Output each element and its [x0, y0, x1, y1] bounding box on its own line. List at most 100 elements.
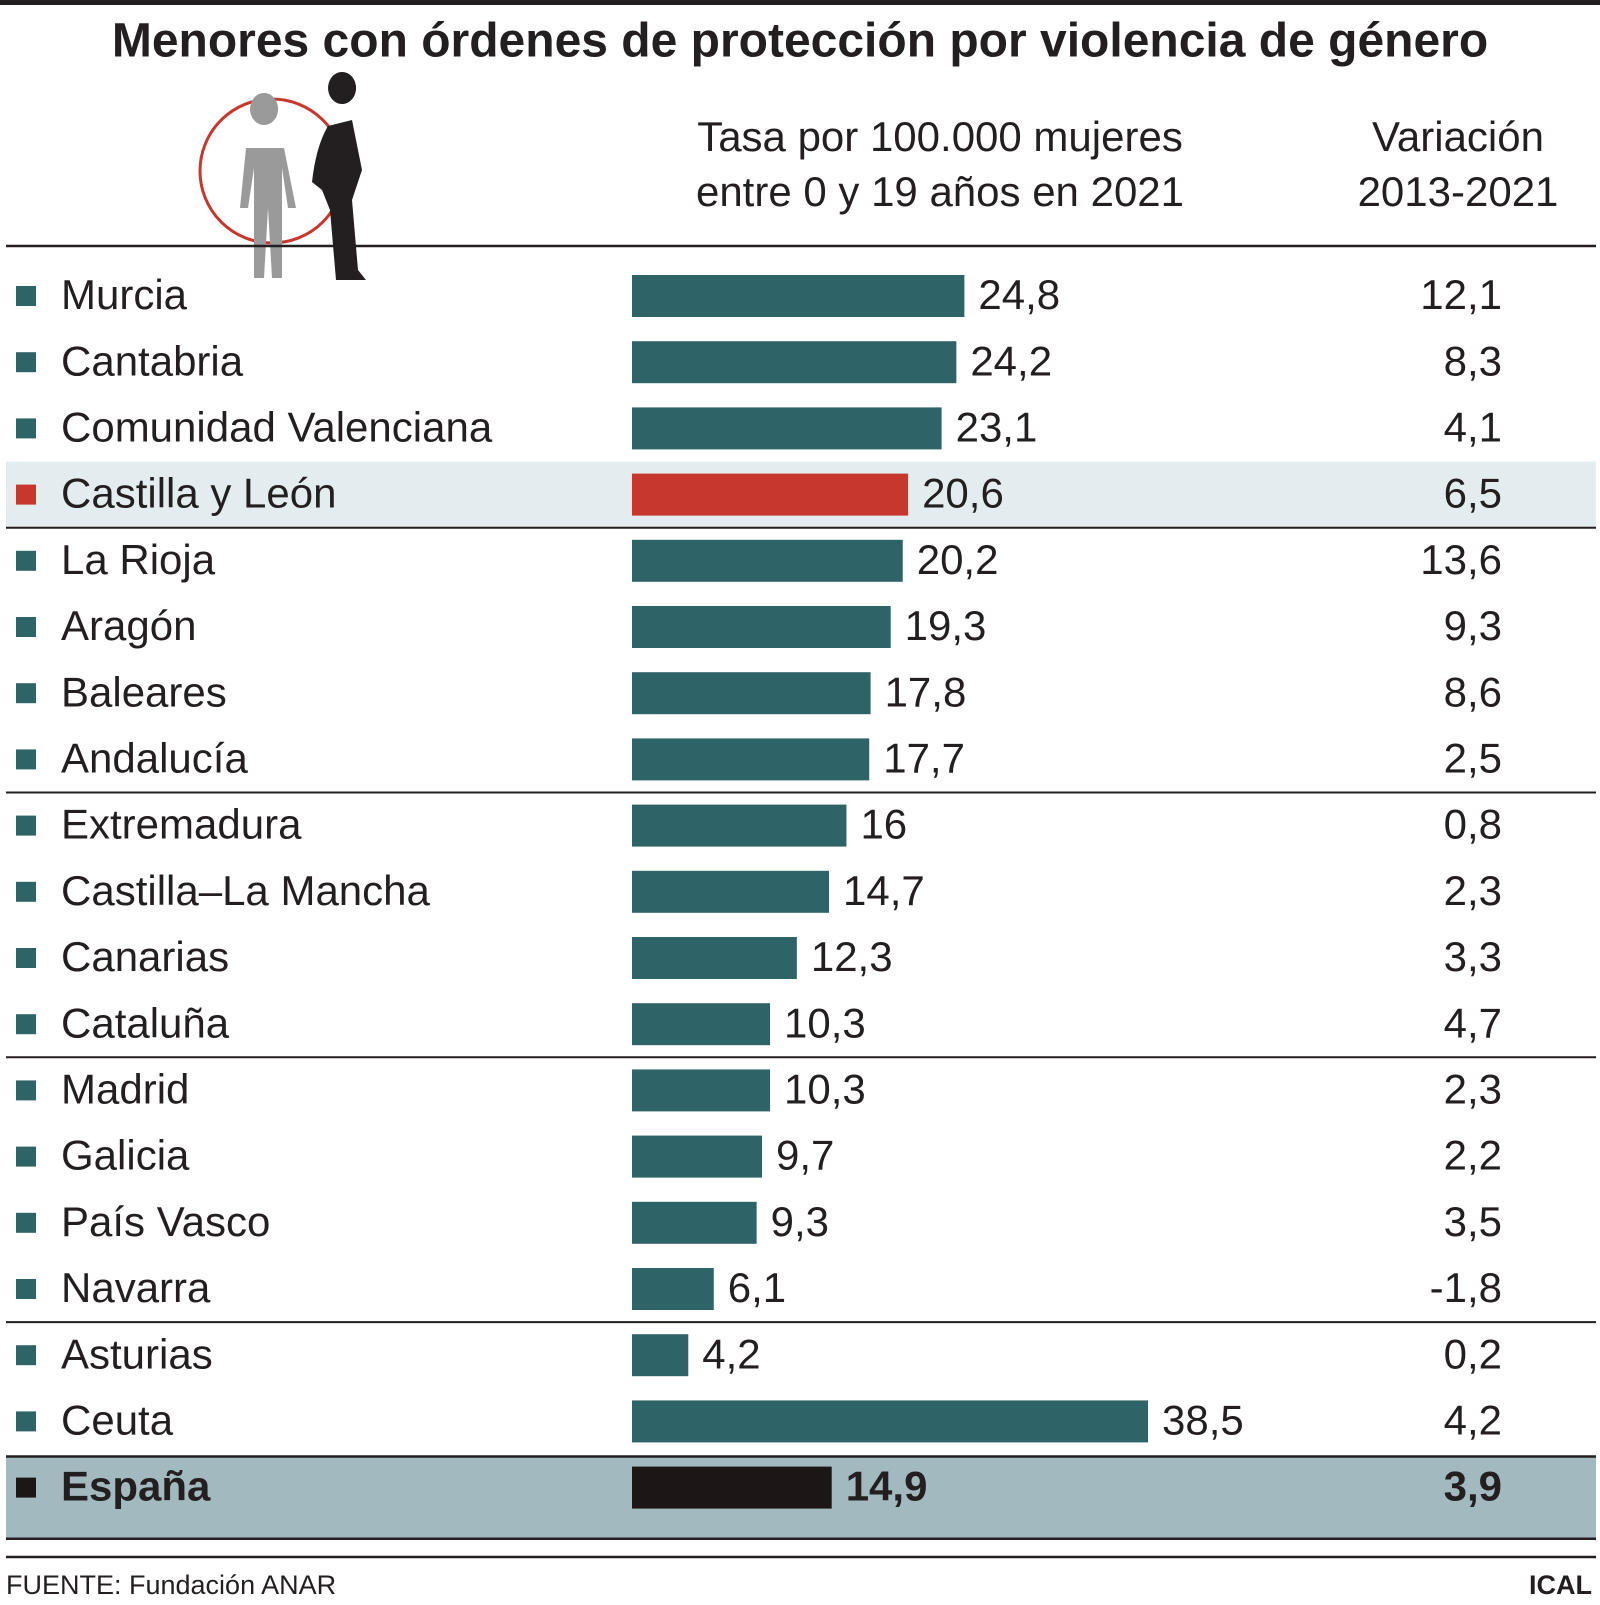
category-label: España [61, 1463, 211, 1510]
bar [632, 275, 965, 317]
credit: ICAL [1529, 1570, 1592, 1600]
variation-value: 6,5 [1444, 470, 1502, 517]
variation-value: 2,3 [1444, 1065, 1502, 1112]
value-label: 12,3 [811, 933, 893, 980]
variation-value: 4,7 [1444, 999, 1502, 1046]
bar [632, 1334, 689, 1377]
value-label: 14,7 [843, 867, 925, 914]
category-label: La Rioja [61, 536, 216, 583]
value-label: 6,1 [728, 1264, 786, 1311]
value-label: 16 [860, 801, 907, 848]
category-label: Aragón [61, 602, 196, 649]
variation-value: 13,6 [1420, 536, 1502, 583]
bar [632, 738, 870, 781]
bar [632, 937, 797, 979]
category-label: Navarra [61, 1264, 211, 1311]
bar [632, 672, 871, 715]
variation-value: 3,9 [1444, 1463, 1502, 1510]
bar [632, 1268, 714, 1310]
value-label: 17,7 [883, 734, 965, 781]
legend-square [16, 1080, 36, 1101]
variation-value: 0,8 [1444, 801, 1502, 848]
category-label: Cantabria [61, 337, 244, 384]
category-label: Comunidad Valenciana [61, 403, 493, 450]
variation-value: 3,5 [1444, 1198, 1502, 1245]
category-label: Extremadura [61, 801, 302, 848]
legend-square [16, 1477, 36, 1498]
value-label: 23,1 [956, 403, 1038, 450]
category-label: Ceuta [61, 1396, 174, 1443]
bar [632, 870, 830, 913]
legend-square [16, 484, 36, 505]
category-label: Castilla–La Mancha [61, 867, 431, 914]
legend-square [16, 683, 36, 704]
variation-value: -1,8 [1430, 1264, 1502, 1311]
category-label: Baleares [61, 668, 227, 715]
value-label: 20,2 [917, 536, 999, 583]
category-label: Canarias [61, 933, 229, 980]
bar [632, 1466, 832, 1509]
category-label: Cataluña [61, 999, 230, 1046]
value-label: 10,3 [784, 1065, 866, 1112]
bar [632, 473, 909, 516]
legend-square [16, 948, 36, 968]
variation-value: 4,2 [1444, 1396, 1502, 1443]
source: FUENTE: Fundación ANAR [6, 1570, 336, 1600]
variation-value: 3,3 [1444, 933, 1502, 980]
bar [632, 1069, 771, 1112]
variation-value: 8,6 [1444, 668, 1502, 715]
column-header: Tasa por 100.000 mujeres [697, 113, 1183, 160]
bar [632, 1003, 771, 1046]
legend-square [16, 550, 36, 571]
bar [632, 804, 847, 847]
value-label: 19,3 [905, 602, 987, 649]
category-label: Andalucía [61, 734, 248, 781]
category-label: Galicia [61, 1132, 190, 1179]
value-label: 4,2 [702, 1330, 760, 1377]
legend-square [16, 1146, 36, 1167]
variation-value: 4,1 [1444, 403, 1502, 450]
legend-square [16, 617, 36, 637]
variation-value: 2,2 [1444, 1132, 1502, 1179]
value-label: 24,2 [970, 337, 1052, 384]
value-label: 20,6 [922, 470, 1004, 517]
legend-square [16, 352, 36, 373]
bar [632, 1135, 763, 1178]
variation-value: 8,3 [1444, 337, 1502, 384]
bar [632, 1400, 1148, 1443]
column-header: entre 0 y 19 años en 2021 [696, 168, 1184, 215]
category-label: Madrid [61, 1065, 189, 1112]
variation-value: 9,3 [1444, 602, 1502, 649]
bar [632, 407, 942, 450]
chart-title: Menores con órdenes de protección por vi… [112, 15, 1488, 68]
variation-value: 12,1 [1420, 271, 1502, 318]
legend-square [16, 1279, 36, 1299]
value-label: 17,8 [885, 668, 967, 715]
legend-square [16, 749, 36, 770]
value-label: 14,9 [846, 1463, 928, 1510]
variation-value: 2,3 [1444, 867, 1502, 914]
value-label: 24,8 [978, 271, 1060, 318]
category-label: Asturias [61, 1330, 213, 1377]
value-label: 9,3 [771, 1198, 829, 1245]
value-label: 38,5 [1162, 1396, 1244, 1443]
legend-square [16, 815, 36, 836]
legend-square [16, 1212, 36, 1233]
icon [198, 72, 366, 280]
legend-square [16, 1345, 36, 1366]
variation-value: 0,2 [1444, 1330, 1502, 1377]
bar [632, 539, 903, 582]
legend-square [16, 286, 36, 306]
legend-square [16, 418, 36, 439]
category-label: Castilla y León [61, 470, 336, 517]
legend-square [16, 1411, 36, 1432]
bar [632, 1201, 757, 1244]
column-header: 2013-2021 [1358, 168, 1559, 215]
legend-square [16, 1014, 36, 1035]
category-label: Murcia [61, 271, 188, 318]
value-label: 10,3 [784, 999, 866, 1046]
top-rule [0, 0, 1600, 5]
column-header: Variación [1372, 113, 1544, 160]
value-label: 9,7 [776, 1132, 834, 1179]
